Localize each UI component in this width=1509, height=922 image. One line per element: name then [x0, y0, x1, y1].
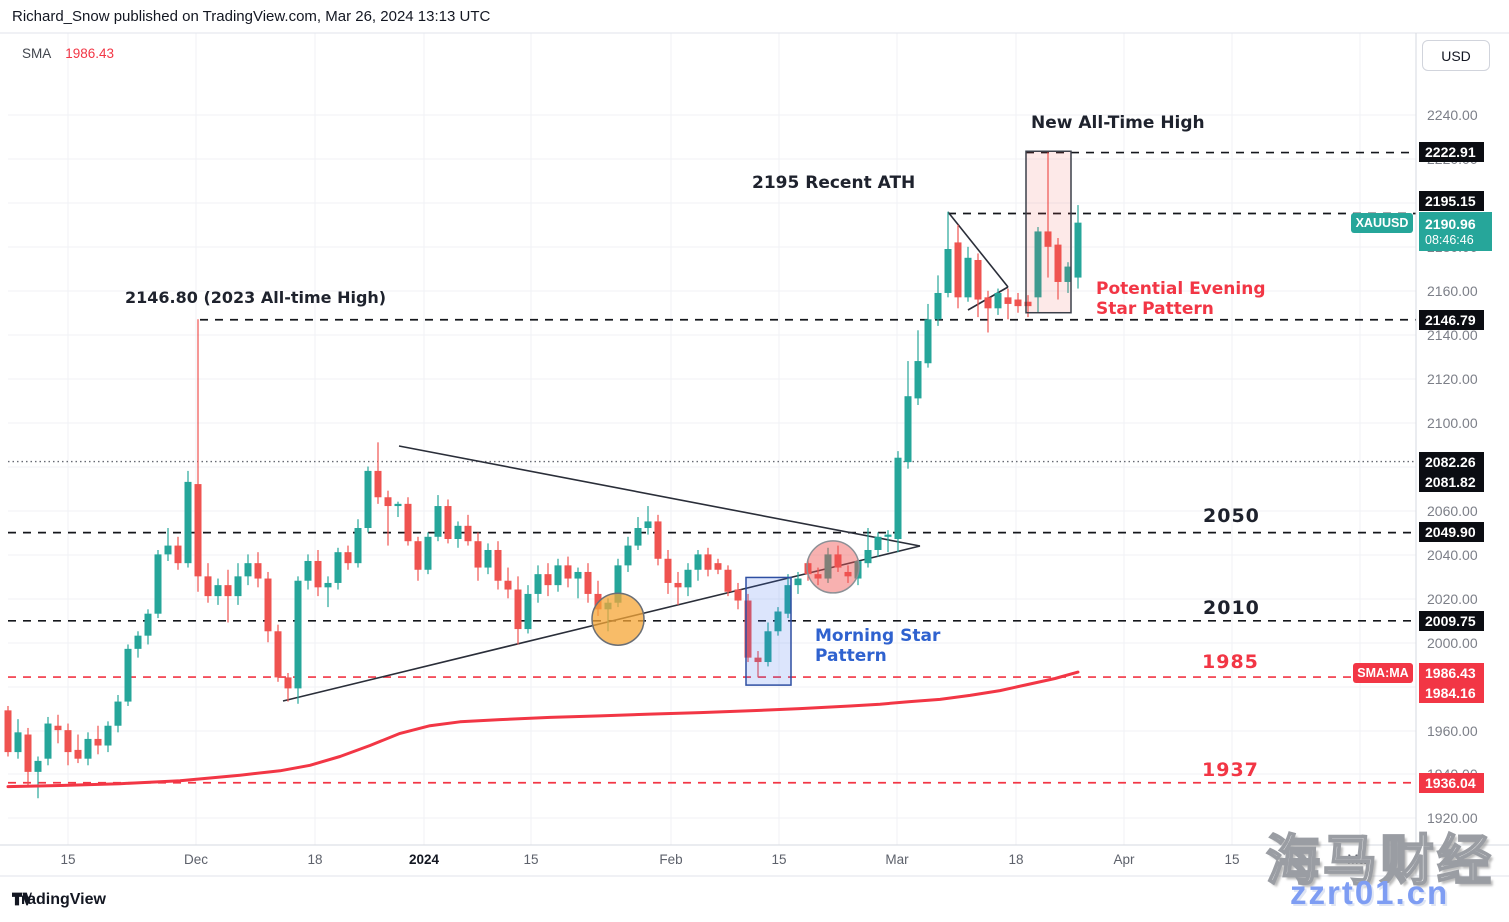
- time-label: Apr: [1113, 852, 1135, 867]
- annotation-level-1937: 1937: [1202, 759, 1259, 781]
- sma-badge: SMA:MA: [1353, 663, 1413, 683]
- price-level-label: 1986.43: [1419, 663, 1484, 683]
- currency-unit-button[interactable]: USD: [1422, 40, 1490, 71]
- watermark-url: zzrt01.cn: [1290, 874, 1450, 911]
- indicator-legend[interactable]: SMA 1986.43: [22, 46, 114, 61]
- tradingview-brand-text: TradingView: [12, 891, 106, 908]
- price-tick: 2040.00: [1427, 547, 1478, 563]
- price-tick: 2140.00: [1427, 327, 1478, 343]
- indicator-value: 1986.43: [65, 46, 115, 61]
- annotation-new-all-time-high: New All-Time High: [1031, 113, 1205, 133]
- symbol-badge: XAUUSD: [1351, 213, 1413, 233]
- publish-title: Richard_Snow published on TradingView.co…: [12, 8, 491, 25]
- time-label: 18: [1008, 852, 1024, 867]
- tradingview-logo-icon: [12, 892, 32, 906]
- price-tick: 1960.00: [1427, 723, 1478, 739]
- time-label: May: [1347, 852, 1373, 867]
- annotation-2023-ath: 2146.80 (2023 All-time High): [125, 288, 387, 307]
- tradingview-footer-link[interactable]: TradingView: [12, 891, 106, 909]
- annotation-evening-star: Potential Evening Star Pattern: [1096, 279, 1266, 319]
- time-label: 15: [523, 852, 539, 867]
- annotation-evening-star-line1: Potential Evening: [1096, 279, 1266, 299]
- time-label: Mar: [885, 852, 909, 867]
- price-level-label: 2049.90: [1419, 522, 1484, 542]
- price-tick: 2120.00: [1427, 371, 1478, 387]
- price-level-label: 2009.75: [1419, 611, 1484, 631]
- indicator-name: SMA: [22, 46, 52, 61]
- annotation-recent-ath: 2195 Recent ATH: [752, 173, 916, 193]
- annotation-evening-star-line2: Star Pattern: [1096, 299, 1214, 319]
- annotation-level-2010: 2010: [1203, 597, 1260, 619]
- time-label: 15: [1224, 852, 1240, 867]
- time-label: 15: [771, 852, 787, 867]
- annotation-level-2050: 2050: [1203, 505, 1260, 527]
- time-label: Dec: [183, 852, 209, 867]
- annotation-morning-star-line2: Pattern: [815, 646, 887, 666]
- price-tick: 2000.00: [1427, 635, 1478, 651]
- price-tick: 1920.00: [1427, 810, 1478, 826]
- price-tick: 2060.00: [1427, 503, 1478, 519]
- time-label: Feb: [659, 852, 683, 867]
- price-level-label: 2081.82: [1419, 472, 1484, 492]
- price-level-label: 1936.04: [1419, 773, 1484, 793]
- time-label: 18: [307, 852, 323, 867]
- price-level-label: 2082.26: [1419, 452, 1484, 472]
- price-tick: 2020.00: [1427, 591, 1478, 607]
- price-level-label: 1984.16: [1419, 683, 1484, 703]
- bar-countdown: 08:46:46: [1425, 232, 1474, 247]
- price-level-label: 2146.79: [1419, 310, 1484, 330]
- current-price-label: 2190.96 08:46:46: [1419, 212, 1492, 251]
- price-tick: 2240.00: [1427, 107, 1478, 123]
- watermark-cjk: 海马财经: [1265, 830, 1494, 892]
- price-tick: 2100.00: [1427, 415, 1478, 431]
- current-price: 2190.96: [1425, 215, 1476, 232]
- time-label: 15: [60, 852, 76, 867]
- annotation-morning-star-line1: Morning Star: [815, 626, 941, 646]
- price-tick: 2160.00: [1427, 283, 1478, 299]
- annotation-level-1985: 1985: [1202, 651, 1259, 673]
- price-level-label: 2222.91: [1419, 142, 1484, 162]
- time-label: 2024: [408, 852, 440, 867]
- annotation-morning-star: Morning Star Pattern: [815, 626, 940, 666]
- price-level-label: 2195.15: [1419, 191, 1484, 211]
